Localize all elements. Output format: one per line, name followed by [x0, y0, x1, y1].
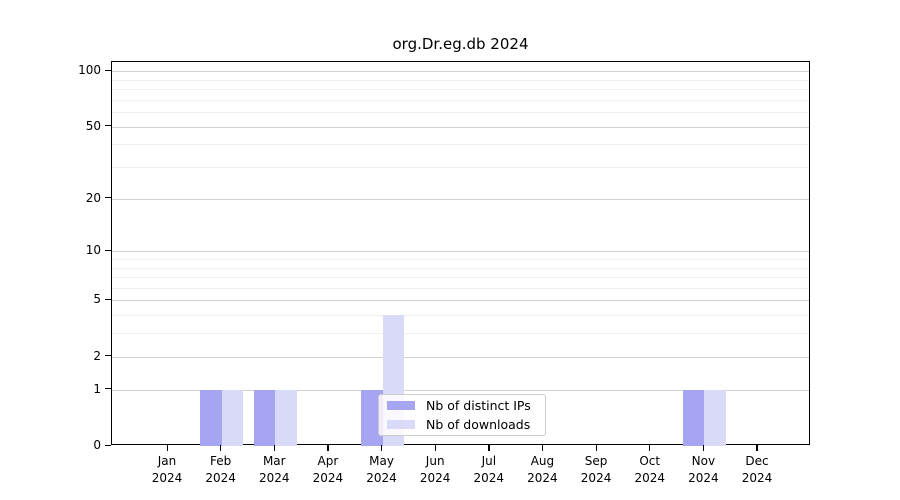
gridline-minor [112, 267, 809, 269]
gridline-minor [112, 315, 809, 317]
x-tick-label: Apr 2024 [312, 454, 344, 485]
y-tick-mark [105, 444, 111, 446]
gridline-minor [112, 144, 809, 146]
x-tick-label: Sep 2024 [580, 454, 612, 485]
legend-item-distinct-ips: Nb of distinct IPs [379, 398, 545, 413]
gridline-major [112, 389, 809, 391]
x-tick-mark [220, 445, 222, 451]
y-tick-mark [105, 298, 111, 301]
x-tick-label: Dec 2024 [741, 454, 773, 485]
gridline-minor [112, 99, 809, 101]
x-tick-mark [488, 445, 490, 451]
x-tick-label: Feb 2024 [205, 454, 236, 485]
y-tick-mark [105, 125, 111, 127]
legend-swatch-downloads [387, 419, 415, 429]
gridline-major [112, 356, 809, 358]
x-tick-label: Jul 2024 [473, 454, 505, 485]
gridline-minor [112, 287, 809, 289]
x-tick-mark [649, 445, 651, 451]
y-tick-mark [105, 69, 111, 71]
y-tick-label: 2 [93, 348, 101, 363]
plot-area [111, 61, 810, 446]
legend-label-downloads: Nb of downloads [426, 416, 531, 432]
y-tick-label: 1 [93, 381, 101, 396]
gridline-major [112, 251, 809, 253]
x-tick-mark [381, 445, 383, 451]
x-tick-label: Oct 2024 [634, 454, 665, 485]
legend-swatch-distinct-ips [387, 401, 415, 411]
bar-distinct-ips [253, 389, 276, 446]
x-tick-label: Jan 2024 [151, 454, 183, 485]
y-tick-mark [105, 355, 111, 357]
x-tick-label: Aug 2024 [527, 454, 558, 485]
chart-title: org.Dr.eg.db 2024 [392, 35, 529, 53]
gridline-major [112, 126, 809, 128]
bar-distinct-ips [682, 389, 705, 446]
y-tick-mark [105, 197, 111, 199]
y-tick-mark [105, 249, 111, 251]
gridline-minor [112, 333, 809, 335]
y-tick-label: 10 [85, 243, 101, 258]
y-tick-label: 0 [93, 438, 101, 452]
y-tick-label: 20 [85, 190, 101, 205]
x-tick-mark [756, 445, 758, 451]
gridline-minor [112, 277, 809, 279]
x-tick-mark [327, 445, 329, 451]
legend-item-downloads: Nb of downloads [379, 417, 545, 432]
gridline-major [112, 198, 809, 200]
x-tick-mark [166, 445, 168, 451]
legend-label-distinct-ips: Nb of distinct IPs [426, 398, 531, 414]
x-tick-mark [702, 445, 705, 451]
y-tick-label: 50 [85, 118, 101, 133]
bar-downloads [704, 389, 726, 446]
x-tick-mark [595, 445, 597, 451]
bar-downloads [221, 389, 244, 446]
y-tick-label: 100 [78, 63, 101, 78]
bar-downloads [275, 389, 297, 446]
x-tick-mark [434, 445, 436, 451]
y-tick-mark [105, 388, 111, 390]
gridline-major [112, 300, 809, 302]
gridline-minor [112, 89, 809, 91]
gridline-minor [112, 79, 809, 81]
legend: Nb of distinct IPs Nb of downloads [378, 394, 546, 436]
gridline-minor [112, 258, 809, 260]
y-tick-label: 5 [93, 292, 101, 307]
x-tick-mark [541, 445, 544, 451]
gridline-minor [112, 167, 809, 169]
bar-distinct-ips [200, 389, 222, 446]
x-tick-label: Jun 2024 [419, 454, 451, 485]
x-tick-label: Mar 2024 [258, 454, 290, 485]
x-tick-label: Nov 2024 [688, 454, 719, 485]
x-tick-mark [273, 445, 275, 451]
x-tick-label: May 2024 [366, 454, 397, 485]
bar-distinct-ips [361, 389, 383, 446]
gridline-major [112, 71, 809, 73]
gridline-minor [112, 112, 809, 114]
